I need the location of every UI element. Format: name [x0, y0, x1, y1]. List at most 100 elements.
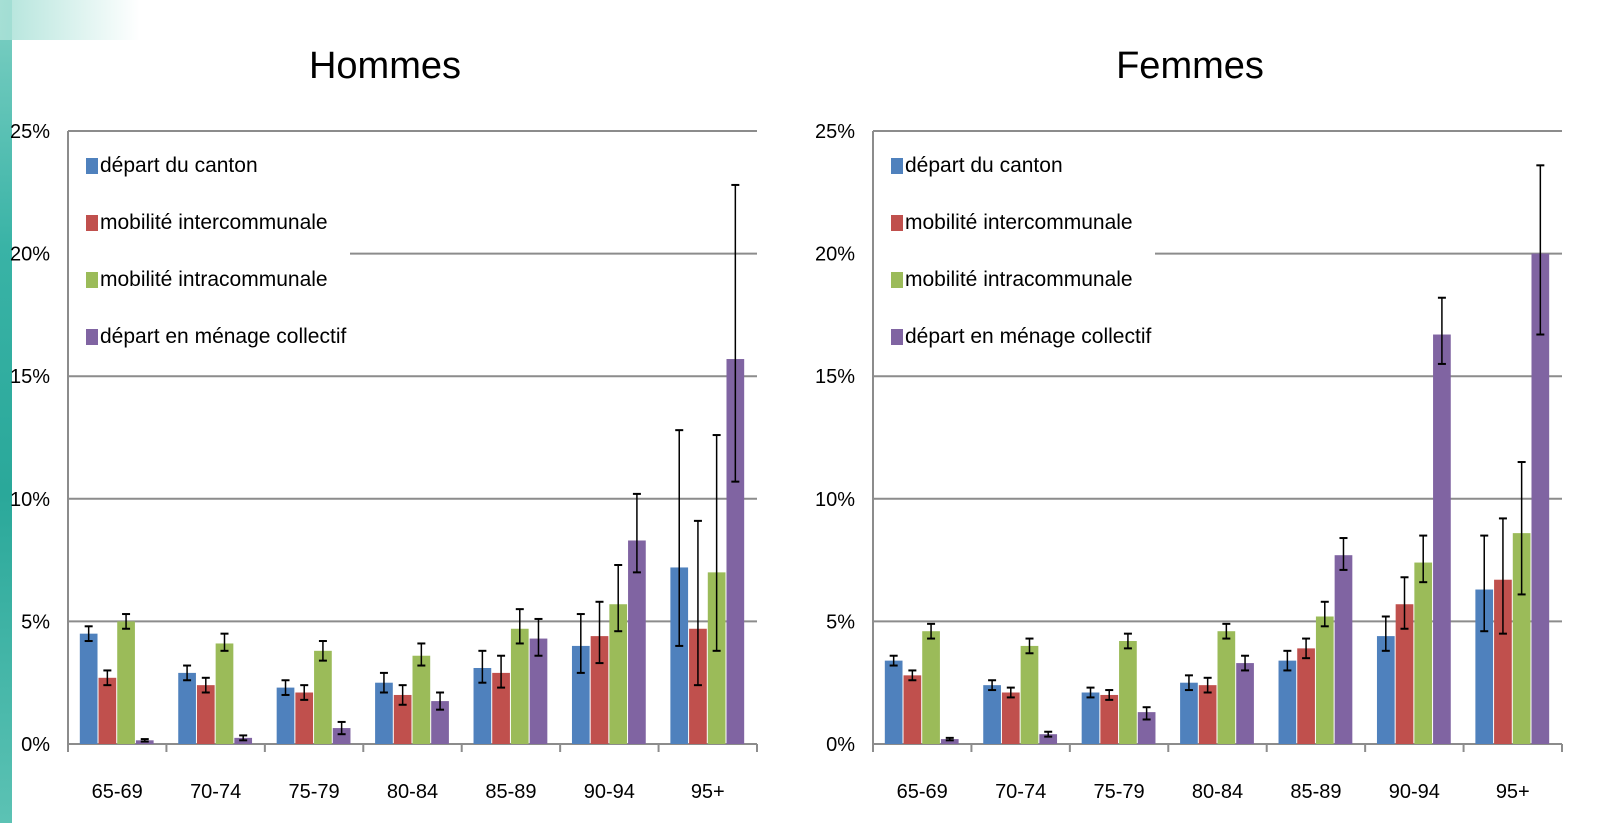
bar	[1001, 692, 1020, 744]
y-tick-label: 15%	[815, 366, 855, 388]
x-tick-label: 65-69	[897, 781, 948, 803]
bar	[1395, 604, 1414, 744]
bar	[393, 694, 412, 744]
bar	[117, 621, 135, 744]
bar	[571, 645, 590, 744]
bar	[314, 650, 332, 744]
chart-title: Hommes	[309, 45, 461, 87]
decorative-corner-gradient	[0, 0, 140, 40]
y-tick-label: 5%	[826, 611, 855, 633]
bar	[884, 660, 903, 744]
bar	[1376, 636, 1395, 744]
bar	[276, 687, 295, 744]
y-tick-label: 20%	[10, 244, 50, 266]
bar	[215, 643, 234, 744]
chart-title: Femmes	[1116, 45, 1264, 87]
legend-label: départ du canton	[905, 154, 1063, 177]
legend-label: mobilité intracommunale	[905, 268, 1133, 291]
bar	[473, 667, 492, 744]
bar	[670, 567, 689, 744]
legend-swatch	[891, 272, 903, 288]
bar	[492, 672, 510, 744]
bar	[1180, 682, 1198, 744]
bar	[590, 636, 609, 744]
bar	[1217, 631, 1236, 744]
x-tick-label: 85-89	[485, 781, 536, 803]
bar	[689, 628, 707, 744]
bar	[1531, 253, 1550, 744]
bar	[726, 359, 745, 744]
x-tick-label: 95+	[1496, 781, 1530, 803]
bar	[922, 631, 940, 744]
bar	[332, 728, 351, 744]
x-tick-label: 75-79	[1093, 781, 1144, 803]
legend-label: départ en ménage collectif	[100, 325, 346, 348]
bar	[1315, 616, 1334, 744]
bar	[431, 701, 449, 744]
bar	[1494, 579, 1512, 744]
y-tick-label: 15%	[10, 366, 50, 388]
y-tick-label: 10%	[815, 489, 855, 511]
x-tick-label: 90-94	[584, 781, 635, 803]
bar	[1198, 685, 1217, 744]
legend-swatch	[891, 329, 903, 345]
x-tick-label: 85-89	[1290, 781, 1341, 803]
bar	[983, 685, 1001, 744]
y-tick-label: 20%	[815, 244, 855, 266]
y-tick-label: 10%	[10, 489, 50, 511]
bar	[1039, 734, 1058, 744]
legend-swatch	[86, 272, 98, 288]
legend-swatch	[891, 215, 903, 231]
decorative-side-strip	[0, 0, 12, 823]
bar	[196, 685, 215, 744]
bar	[98, 677, 117, 744]
x-tick-label: 95+	[691, 781, 725, 803]
bar	[940, 739, 959, 744]
bar	[79, 633, 98, 744]
x-tick-label: 80-84	[387, 781, 438, 803]
legend-swatch	[86, 329, 98, 345]
bar	[295, 692, 314, 744]
bar	[510, 628, 529, 744]
y-tick-label: 0%	[826, 734, 855, 756]
bar	[375, 682, 393, 744]
y-tick-label: 25%	[815, 121, 855, 143]
bar	[1334, 555, 1353, 744]
bar	[1119, 641, 1137, 744]
bar	[1137, 712, 1156, 744]
x-tick-label: 70-74	[995, 781, 1046, 803]
x-tick-label: 65-69	[92, 781, 143, 803]
x-tick-label: 75-79	[288, 781, 339, 803]
bar	[412, 655, 431, 744]
bar	[1297, 648, 1315, 744]
bar	[1081, 692, 1100, 744]
x-tick-label: 80-84	[1192, 781, 1243, 803]
legend-swatch	[891, 158, 903, 174]
chart-femmes: Femmes 0% 5% 10% 15% 20% 25% 65-69 70-74 75-79 80-…	[815, 45, 1563, 803]
legend-label: mobilité intracommunale	[100, 268, 328, 291]
bar	[609, 604, 628, 744]
bar	[1100, 694, 1119, 744]
bar	[1278, 660, 1297, 744]
bar	[1020, 645, 1039, 744]
bar	[1236, 663, 1254, 744]
x-tick-label: 90-94	[1389, 781, 1440, 803]
x-tick-label: 70-74	[190, 781, 241, 803]
y-tick-label: 5%	[21, 611, 50, 633]
legend-label: départ en ménage collectif	[905, 325, 1151, 348]
bar	[1414, 562, 1433, 744]
bar	[707, 572, 726, 744]
legend-swatch	[86, 215, 98, 231]
legend-label: mobilité intercommunale	[100, 211, 328, 234]
bar	[628, 540, 646, 744]
legend-label: mobilité intercommunale	[905, 211, 1133, 234]
chart-hommes: Hommes 0% 5% 10% 15% 20% 25% 65-69 70-74 75-79 80-…	[10, 45, 758, 803]
bar	[1475, 589, 1494, 744]
bar	[178, 672, 196, 744]
y-tick-label: 25%	[10, 121, 50, 143]
bar	[1433, 334, 1451, 744]
legend-label: départ du canton	[100, 154, 258, 177]
legend-swatch	[86, 158, 98, 174]
bar	[1512, 533, 1531, 744]
y-tick-label: 0%	[21, 734, 50, 756]
